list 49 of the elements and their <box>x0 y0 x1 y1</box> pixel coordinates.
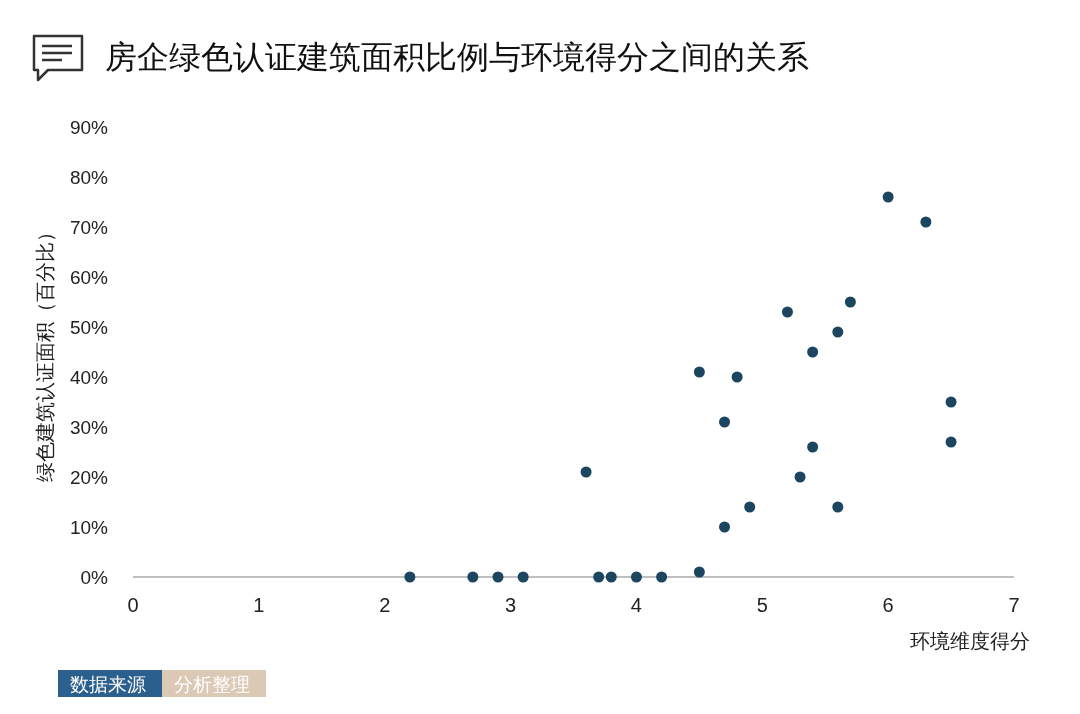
point <box>807 346 819 358</box>
y-tick-label: 60% <box>69 267 109 288</box>
x-tick-label: 7 <box>1008 594 1020 616</box>
y-axis-title: 绿色建筑认证面积（百分比） <box>34 222 56 482</box>
point <box>844 296 856 308</box>
x-tick-label: 6 <box>882 594 894 616</box>
point <box>719 416 731 428</box>
y-tick-label: 20% <box>69 467 109 488</box>
y-tick-label: 30% <box>69 417 109 438</box>
point <box>719 521 731 533</box>
point <box>807 441 819 453</box>
point <box>693 366 705 378</box>
y-tick-label: 0% <box>80 567 109 588</box>
y-tick-label: 50% <box>69 317 109 338</box>
point <box>744 501 756 513</box>
x-tick-label: 3 <box>505 594 517 616</box>
y-tick-label: 10% <box>69 517 109 538</box>
point <box>882 191 894 203</box>
x-tick-label: 2 <box>379 594 391 616</box>
point <box>832 501 844 513</box>
text: 数据来源 <box>70 674 146 695</box>
point <box>605 571 617 583</box>
x-tick-label: 0 <box>127 594 139 616</box>
x-tick-label: 1 <box>253 594 265 616</box>
point <box>404 571 416 583</box>
point <box>920 216 932 228</box>
point <box>945 436 957 448</box>
y-tick-label: 70% <box>69 217 109 238</box>
y-tick-label: 80% <box>69 167 109 188</box>
point <box>630 571 642 583</box>
point <box>593 571 605 583</box>
y-tick-label: 90% <box>69 117 109 138</box>
text: 分析整理 <box>174 674 250 695</box>
point <box>945 396 957 408</box>
point <box>517 571 529 583</box>
point <box>693 566 705 578</box>
chart-title: 房企绿色认证建筑面积比例与环境得分之间的关系 <box>105 39 809 75</box>
point <box>656 571 668 583</box>
point <box>580 466 592 478</box>
point <box>492 571 504 583</box>
x-tick-label: 5 <box>756 594 768 616</box>
point <box>467 571 479 583</box>
y-tick-label: 40% <box>69 367 109 388</box>
x-axis-title: 环境维度得分 <box>910 630 1030 652</box>
point <box>731 371 743 383</box>
point <box>781 306 793 318</box>
point <box>794 471 806 483</box>
x-tick-label: 4 <box>630 594 642 616</box>
point <box>832 326 844 338</box>
